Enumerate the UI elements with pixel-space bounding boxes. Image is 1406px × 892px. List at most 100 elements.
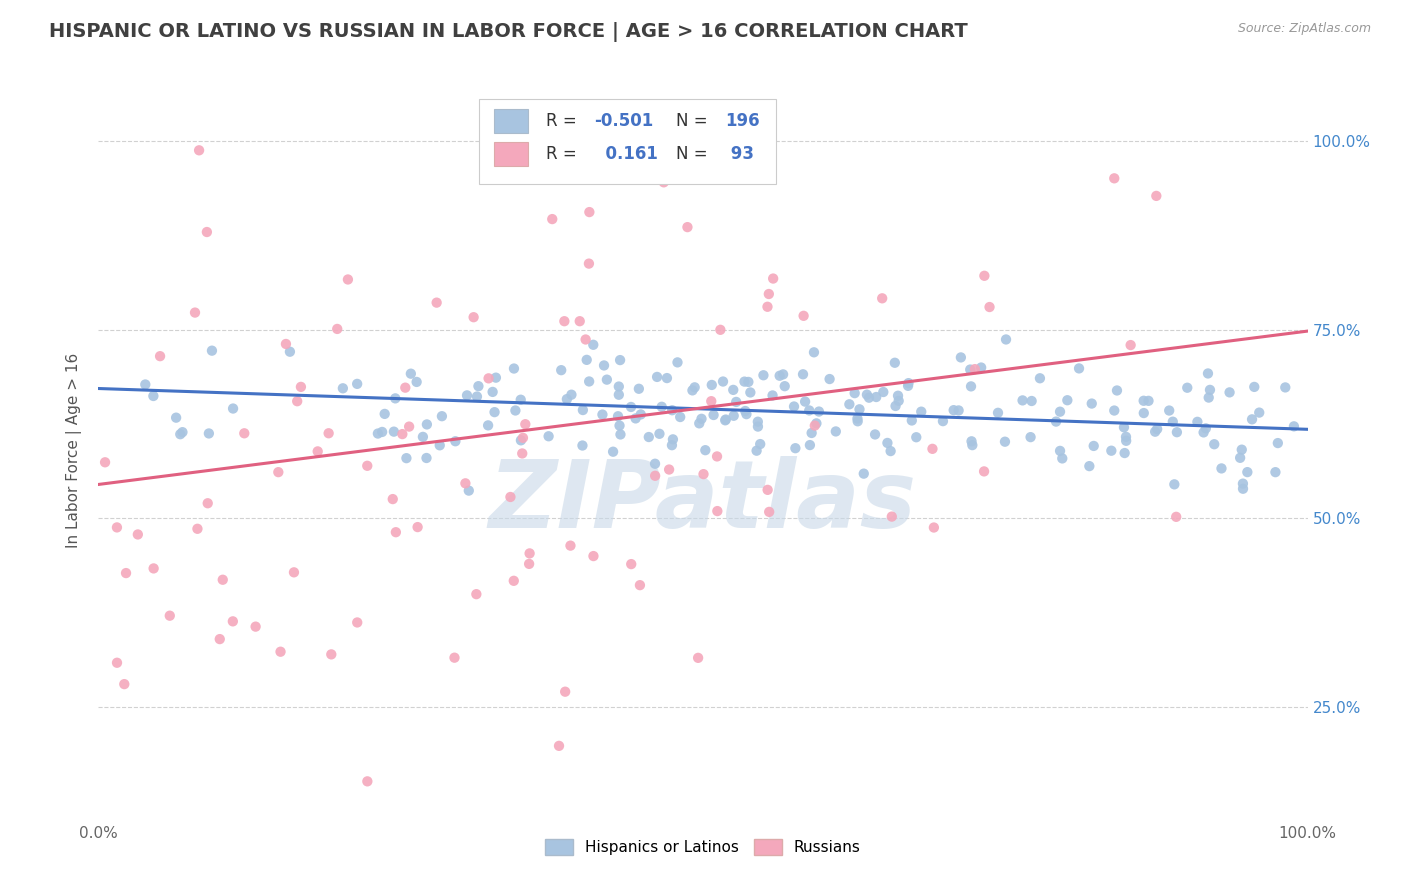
Point bbox=[714, 412, 737, 426]
Point bbox=[749, 437, 772, 451]
Point bbox=[1232, 482, 1254, 496]
Point bbox=[1229, 450, 1251, 465]
Point bbox=[887, 389, 910, 403]
Point bbox=[979, 300, 1001, 314]
Point bbox=[307, 444, 329, 458]
Point bbox=[198, 426, 221, 441]
Point bbox=[346, 376, 368, 391]
Point bbox=[485, 370, 508, 384]
Point bbox=[666, 355, 689, 369]
FancyBboxPatch shape bbox=[479, 99, 776, 184]
Point bbox=[725, 395, 748, 409]
Point bbox=[644, 457, 666, 471]
Point bbox=[560, 387, 582, 401]
Point bbox=[627, 382, 650, 396]
Point bbox=[208, 632, 231, 646]
Point bbox=[794, 394, 817, 409]
Point bbox=[1166, 509, 1188, 524]
Text: Source: ZipAtlas.com: Source: ZipAtlas.com bbox=[1237, 22, 1371, 36]
FancyBboxPatch shape bbox=[494, 143, 527, 166]
Point bbox=[644, 468, 666, 483]
Point bbox=[959, 362, 981, 376]
Point bbox=[714, 413, 737, 427]
Point bbox=[290, 380, 312, 394]
Point bbox=[127, 527, 149, 541]
Point bbox=[761, 388, 783, 402]
Point bbox=[582, 549, 605, 563]
Point bbox=[607, 388, 630, 402]
Point bbox=[356, 458, 378, 473]
Legend: Hispanics or Latinos, Russians: Hispanics or Latinos, Russians bbox=[538, 833, 868, 861]
Point bbox=[620, 557, 643, 571]
Point bbox=[628, 578, 651, 592]
Point bbox=[356, 774, 378, 789]
Point bbox=[607, 379, 630, 393]
Point bbox=[762, 271, 785, 285]
Y-axis label: In Labor Force | Age > 16: In Labor Force | Age > 16 bbox=[66, 353, 83, 548]
Point bbox=[949, 351, 972, 365]
Point bbox=[1114, 446, 1136, 460]
Point bbox=[382, 425, 405, 439]
Point bbox=[1119, 338, 1142, 352]
Point bbox=[596, 373, 619, 387]
Point bbox=[1243, 380, 1265, 394]
Point bbox=[824, 425, 846, 439]
Point bbox=[806, 417, 828, 431]
Point bbox=[412, 430, 434, 444]
Point bbox=[456, 388, 478, 402]
Point bbox=[870, 291, 893, 305]
Point bbox=[553, 314, 575, 328]
Point bbox=[1197, 367, 1219, 381]
Point bbox=[537, 429, 560, 443]
Point bbox=[734, 375, 756, 389]
Point bbox=[609, 427, 631, 442]
Point bbox=[593, 359, 616, 373]
Point bbox=[374, 407, 396, 421]
Point bbox=[661, 438, 683, 452]
Point bbox=[201, 343, 224, 358]
Point bbox=[270, 645, 292, 659]
Point bbox=[769, 368, 792, 383]
Point bbox=[188, 144, 211, 158]
Point bbox=[1240, 412, 1263, 426]
Point bbox=[384, 392, 406, 406]
Point bbox=[1230, 442, 1253, 457]
Point bbox=[747, 415, 769, 429]
Point bbox=[142, 561, 165, 575]
Point bbox=[706, 450, 728, 464]
Point bbox=[591, 408, 613, 422]
Point bbox=[1204, 437, 1226, 451]
Point bbox=[1105, 384, 1128, 398]
Point bbox=[1159, 403, 1181, 417]
Point bbox=[283, 566, 305, 580]
Point bbox=[550, 363, 572, 377]
Point bbox=[897, 379, 920, 393]
Point bbox=[609, 418, 631, 433]
Point bbox=[630, 408, 652, 422]
Point bbox=[688, 417, 710, 431]
Point bbox=[688, 651, 710, 665]
Point bbox=[197, 496, 219, 510]
Point bbox=[756, 483, 779, 497]
Point bbox=[624, 411, 647, 425]
Point bbox=[515, 417, 537, 432]
Point bbox=[752, 368, 775, 383]
Text: N =: N = bbox=[676, 145, 713, 163]
Point bbox=[381, 492, 404, 507]
Point bbox=[1080, 396, 1102, 410]
Point bbox=[652, 175, 675, 189]
Point bbox=[1211, 461, 1233, 475]
Point bbox=[443, 650, 465, 665]
Point bbox=[509, 392, 531, 407]
Point bbox=[1146, 422, 1168, 436]
Point bbox=[159, 608, 181, 623]
Text: 196: 196 bbox=[724, 112, 759, 130]
Point bbox=[517, 557, 540, 571]
Point bbox=[772, 368, 794, 382]
Point bbox=[645, 370, 668, 384]
Point bbox=[1067, 361, 1090, 376]
Point bbox=[637, 430, 659, 444]
Point bbox=[112, 677, 135, 691]
Point bbox=[1115, 434, 1137, 448]
Point bbox=[922, 520, 945, 534]
